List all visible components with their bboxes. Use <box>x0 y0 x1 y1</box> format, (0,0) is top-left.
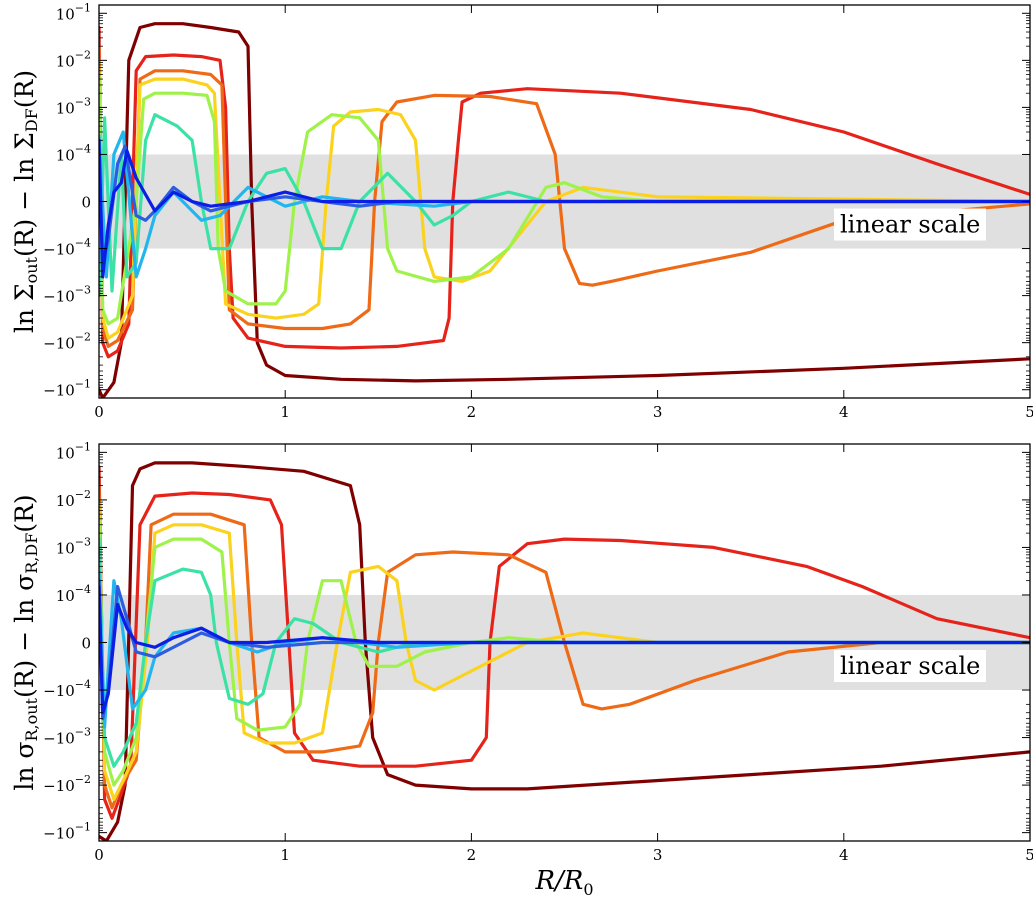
series-line-1 <box>99 461 1030 841</box>
y-tick-base: 10 <box>56 99 75 117</box>
y-tick-label: 10−3 <box>56 95 91 117</box>
y-tick-base: 10 <box>56 52 75 70</box>
band-label: linear scale <box>840 211 980 239</box>
y-label-part: (R) − ln Σ <box>10 132 39 257</box>
y-label-part: (R) <box>10 494 39 532</box>
series-line-1 <box>99 22 1030 398</box>
y-tick-exp: −3 <box>75 726 91 739</box>
band-label-box <box>834 650 986 683</box>
y-tick-label: 0 <box>81 194 91 212</box>
series-group <box>99 461 1030 841</box>
x-tick-label: 5 <box>1025 403 1033 421</box>
y-tick-exp: −3 <box>75 284 91 297</box>
x-label-part: R/R <box>534 866 583 896</box>
y-tick-base: 0 <box>81 194 91 212</box>
y-tick-base: −10 <box>43 288 75 306</box>
y-label-part: ln Σ <box>10 283 39 333</box>
y-tick-exp: −4 <box>75 237 91 250</box>
y-tick-label: −10−3 <box>43 284 91 306</box>
y-tick-label: −10−4 <box>43 237 91 259</box>
x-tick-label: 1 <box>280 403 290 421</box>
y-label-sub: R,out <box>22 697 41 741</box>
y-tick-base: −10 <box>43 241 75 259</box>
series-line-9 <box>99 138 1030 279</box>
y-tick-label: 10−4 <box>56 583 91 605</box>
y-tick-label: −10−1 <box>43 821 91 843</box>
series-line-9 <box>99 585 1030 715</box>
y-tick-label: −10−1 <box>43 378 91 400</box>
x-tick-label: 0 <box>94 846 104 864</box>
y-tick-exp: −3 <box>75 535 91 548</box>
series-line-5 <box>99 72 1030 326</box>
y-tick-label: 10−3 <box>56 535 91 557</box>
x-tick-label: 1 <box>280 846 290 864</box>
x-tick-label: 2 <box>467 846 477 864</box>
x-axis-label: R/R0 <box>534 866 593 899</box>
y-tick-base: −10 <box>43 682 75 700</box>
y-tick-exp: −2 <box>75 488 91 501</box>
y-tick-label: 10−2 <box>56 488 91 510</box>
y-tick-base: −10 <box>43 335 75 353</box>
series-line-6 <box>99 113 1030 298</box>
y-tick-label: 10−2 <box>56 48 91 70</box>
y-tick-exp: −1 <box>75 440 91 453</box>
series-line-2 <box>99 25 1030 359</box>
y-label-part: ln σ <box>10 742 39 791</box>
panel-2: linear scale10−110−210−310−40−10−4−10−3−… <box>10 440 1033 899</box>
y-tick-exp: −2 <box>75 48 91 61</box>
y-tick-exp: −1 <box>75 378 91 391</box>
y-tick-label: 10−1 <box>56 440 91 462</box>
x-tick-label: 3 <box>653 403 663 421</box>
y-tick-base: 10 <box>56 492 75 510</box>
y-tick-label: −10−2 <box>43 331 91 353</box>
y-tick-label: 0 <box>81 635 91 653</box>
x-tick-label: 4 <box>839 846 849 864</box>
y-label-part: (R) <box>10 70 39 108</box>
y-tick-base: 10 <box>56 146 75 164</box>
y-tick-base: 10 <box>56 539 75 557</box>
y-tick-exp: −4 <box>75 583 91 596</box>
y-tick-base: 10 <box>56 5 75 23</box>
y-axis-label: ln Σout(R) − ln ΣDF(R) <box>10 70 41 333</box>
y-tick-base: −10 <box>43 730 75 748</box>
x-tick-label: 0 <box>94 403 104 421</box>
y-tick-label: 10−1 <box>56 1 91 23</box>
y-tick-base: −10 <box>43 382 75 400</box>
y-label-sub: R,DF <box>22 533 41 574</box>
y-tick-label: −10−3 <box>43 726 91 748</box>
y-tick-exp: −3 <box>75 95 91 108</box>
x-tick-label: 4 <box>839 403 849 421</box>
y-tick-exp: −4 <box>75 678 91 691</box>
x-tick-label: 5 <box>1025 846 1033 864</box>
panel-1: linear scale10−110−210−310−40−10−4−10−3−… <box>10 1 1033 421</box>
x-label-sub: 0 <box>583 880 593 899</box>
x-tick-label: 3 <box>653 846 663 864</box>
y-label-sub: DF <box>22 108 41 132</box>
band-label-box <box>834 208 986 241</box>
x-tick-label: 2 <box>467 403 477 421</box>
y-tick-exp: −2 <box>75 331 91 344</box>
y-tick-exp: −2 <box>75 773 91 786</box>
y-tick-base: −10 <box>43 825 75 843</box>
y-axis-label: ln σR,out(R) − ln σR,DF(R) <box>10 494 41 790</box>
y-tick-exp: −1 <box>75 1 91 14</box>
y-tick-label: −10−2 <box>43 773 91 795</box>
y-label-sub: out <box>22 256 41 283</box>
y-tick-exp: −4 <box>75 142 91 155</box>
series-line-6 <box>99 537 1030 768</box>
y-tick-label: 10−4 <box>56 142 91 164</box>
y-tick-base: −10 <box>43 777 75 795</box>
y-tick-base: 10 <box>56 444 75 462</box>
y-tick-base: 10 <box>56 587 75 605</box>
series-group <box>99 22 1030 398</box>
y-tick-exp: −1 <box>75 821 91 834</box>
y-label-part: (R) − ln σ <box>10 574 39 698</box>
series-line-4 <box>99 58 1030 340</box>
band-label: linear scale <box>840 652 980 680</box>
series-line-3 <box>99 44 1030 348</box>
y-tick-base: 0 <box>81 635 91 653</box>
y-tick-label: −10−4 <box>43 678 91 700</box>
